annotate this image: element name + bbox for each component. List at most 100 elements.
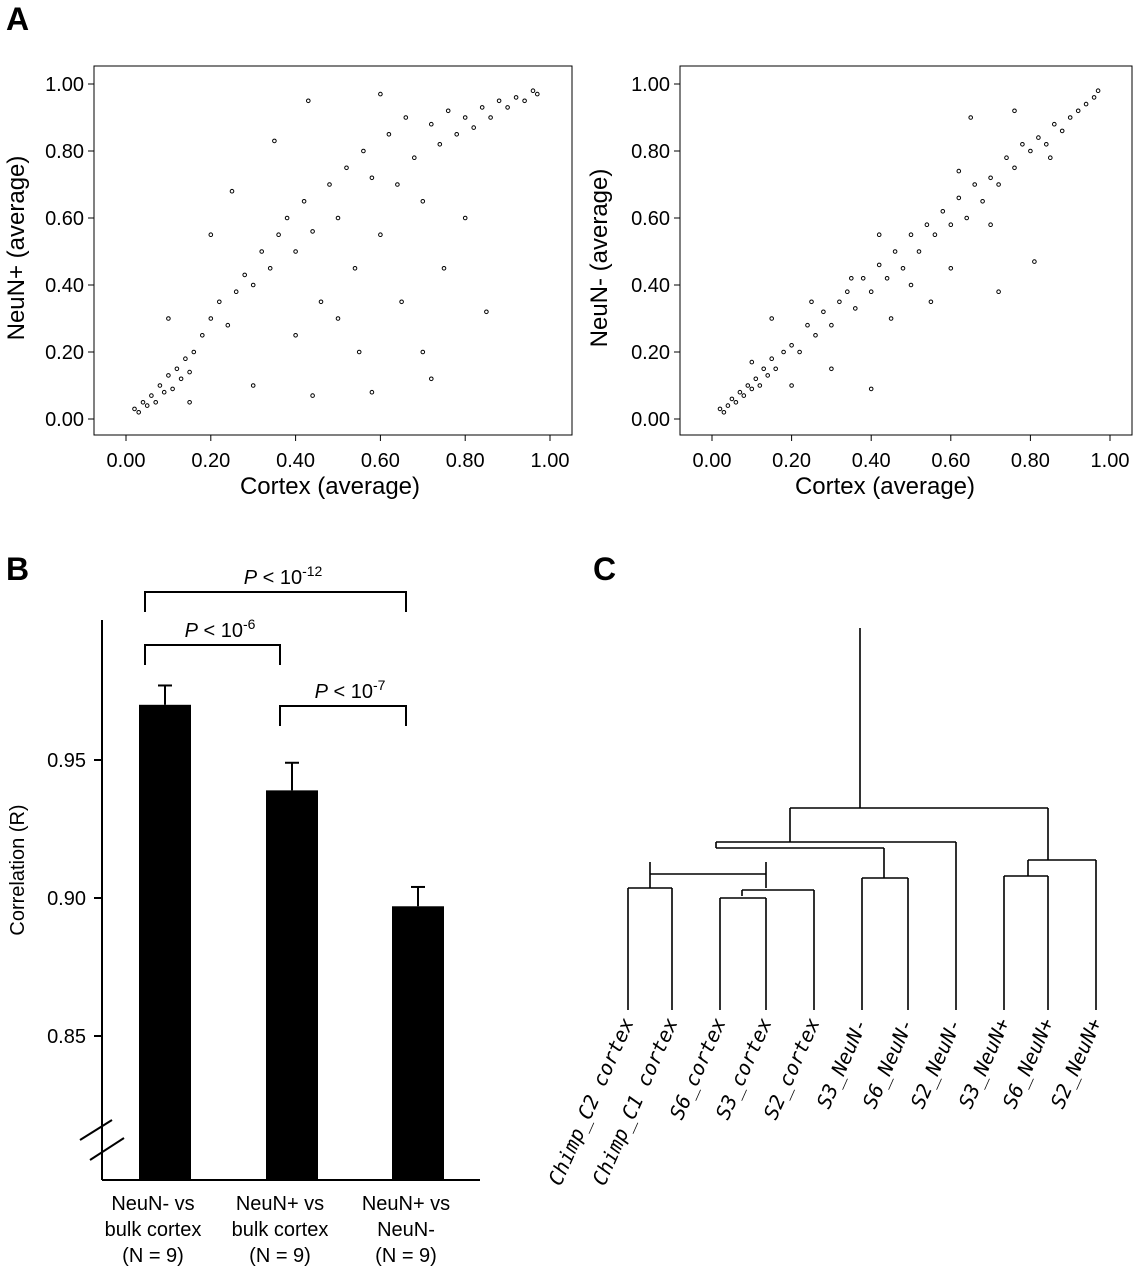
scatter-point — [310, 229, 315, 234]
scatter-point — [166, 316, 171, 321]
scatter-point — [868, 289, 874, 295]
scatter-neunpos-vs-cortex: 0.00 0.20 0.40 0.60 0.80 1.00 0.00 0.20 0.40 0.6… — [3, 65, 573, 500]
scatter-point — [484, 309, 489, 315]
scatter-point — [136, 410, 141, 415]
category-labels: NeuN- vs bulk cortex (N = 9) NeuN+ vs bulk c… — [105, 1193, 451, 1267]
scatter-point — [144, 403, 150, 408]
scatter-point — [420, 199, 426, 204]
scatter-point — [479, 105, 485, 110]
scatter-point — [462, 115, 468, 120]
scatter-point — [1036, 135, 1041, 140]
scatter-point — [420, 349, 426, 355]
scatter-point — [399, 299, 404, 305]
scatter-point — [132, 406, 137, 412]
panel-label-c: C — [593, 551, 616, 587]
bars — [139, 684, 444, 1180]
scatter-point — [888, 316, 894, 321]
x-tick-label: 0.00 — [693, 450, 732, 472]
scatter-point — [1044, 142, 1049, 147]
scatter-point — [948, 266, 954, 271]
y-tick-label: 0.60 — [631, 208, 670, 230]
y-ticks: 0.85 0.90 0.95 — [47, 750, 102, 1048]
scatter-point — [757, 383, 763, 388]
scatter-point — [781, 349, 786, 355]
scatter-point — [187, 369, 192, 375]
scatter-point — [908, 282, 914, 288]
panel-label-b: B — [6, 551, 29, 587]
scatter-point — [183, 356, 188, 362]
y-tick-label: 0.90 — [47, 888, 86, 910]
y-tick-label: 0.40 — [45, 275, 84, 297]
scatter-point — [932, 232, 938, 237]
scatter-point — [153, 400, 158, 405]
scatter-point — [805, 322, 810, 328]
scatter-point — [166, 373, 171, 378]
category-label: (N = 9) — [375, 1245, 437, 1267]
scatter-point — [789, 343, 794, 348]
panel-label-a: A — [6, 1, 29, 37]
x-tick-label: 0.40 — [852, 450, 891, 472]
significance-bracket — [279, 705, 407, 726]
scatter-point — [445, 108, 451, 114]
scatter-point — [956, 168, 962, 174]
scatter-point — [789, 383, 794, 388]
x-tick-label: 0.60 — [361, 450, 400, 472]
scatter-point — [462, 215, 468, 221]
scatter-point — [488, 115, 493, 120]
scatter-point — [149, 393, 154, 398]
scatter-point — [395, 182, 400, 187]
scatter-point — [868, 386, 874, 392]
scatter-point — [948, 222, 954, 227]
scatter-point — [1083, 101, 1089, 107]
scatter-point — [178, 376, 184, 382]
y-tick-label: 0.60 — [45, 208, 84, 230]
scatter-point — [471, 125, 477, 130]
scatter-point — [369, 389, 375, 395]
scatter-point — [217, 299, 222, 305]
scatter-point — [386, 132, 392, 137]
y-tick-label: 0.00 — [45, 409, 84, 431]
scatter-point — [1091, 95, 1097, 100]
scatter-point — [813, 333, 818, 338]
scatter-point — [284, 215, 290, 221]
scatter-point — [725, 403, 731, 408]
y-tick-labels: 0.00 0.20 0.40 0.60 0.80 1.00 — [45, 74, 94, 431]
x-tick-label: 1.00 — [1091, 450, 1130, 472]
scatter-point — [1067, 115, 1073, 120]
x-tick-label: 0.80 — [1011, 450, 1050, 472]
scatter-point — [853, 306, 858, 311]
scatter-point — [988, 222, 993, 227]
scatter-point — [170, 386, 175, 392]
scatter-point — [352, 266, 358, 271]
x-tick-label: 0.60 — [931, 450, 970, 472]
scatter-point — [769, 316, 775, 321]
scatter-point — [745, 383, 751, 388]
scatter-point — [412, 155, 417, 160]
x-axis-title: Cortex (average) — [240, 473, 420, 500]
scatter-point — [956, 195, 962, 201]
scatter-point — [1004, 155, 1009, 160]
x-tick-label: 0.40 — [276, 450, 315, 472]
scatter-point — [361, 148, 366, 154]
y-tick-label: 1.00 — [631, 74, 670, 96]
scatter-point — [1095, 88, 1101, 93]
scatter-point — [335, 316, 341, 321]
scatter-point — [242, 272, 247, 278]
bar — [139, 704, 191, 1180]
axis-break-mark — [79, 1119, 113, 1141]
scatter-point — [225, 322, 231, 328]
scatter-point — [797, 349, 802, 355]
y-axis-title: NeuN+ (average) — [3, 156, 30, 341]
y-axis-title: NeuN- (average) — [586, 169, 613, 348]
scatter-point — [429, 376, 434, 382]
scatter-point — [996, 182, 1001, 187]
scatter-point — [749, 359, 755, 365]
y-tick-label: 0.20 — [45, 342, 84, 364]
category-label: bulk cortex — [232, 1219, 329, 1241]
y-tick-label: 0.40 — [631, 275, 670, 297]
bar — [266, 790, 318, 1180]
scatter-point — [378, 232, 383, 237]
category-label: NeuN+ vs — [362, 1193, 450, 1215]
scatter-points — [717, 88, 1101, 415]
